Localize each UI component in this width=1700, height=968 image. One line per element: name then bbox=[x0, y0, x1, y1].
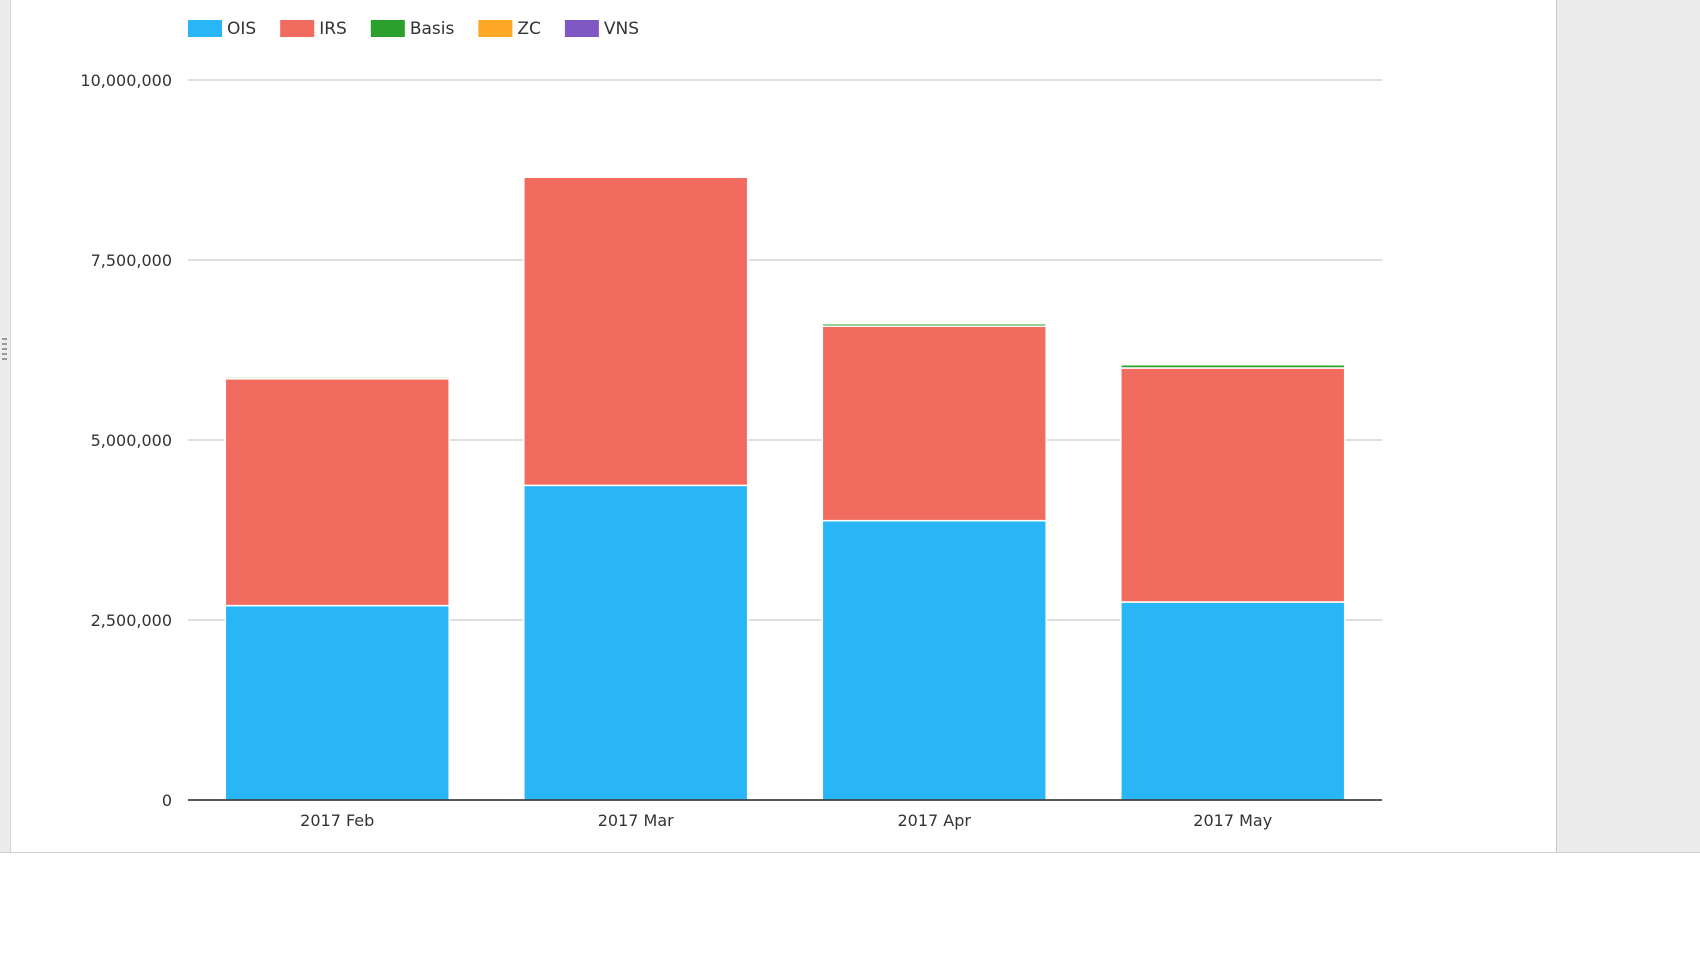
legend: OIS IRS Basis ZC VNS bbox=[188, 19, 639, 39]
bars bbox=[224, 174, 1346, 801]
bar-irs-2017-feb[interactable] bbox=[224, 378, 450, 607]
bar-zc-2017-mar[interactable] bbox=[523, 174, 749, 177]
bar-irs-2017-apr[interactable] bbox=[821, 325, 1047, 522]
legend-item-basis[interactable]: Basis bbox=[370, 19, 455, 39]
legend-item-ois[interactable]: OIS bbox=[188, 19, 256, 39]
x-tick-label: 2017 Apr bbox=[898, 811, 972, 830]
bar-ois-2017-may[interactable] bbox=[1120, 601, 1346, 801]
footer-text bbox=[0, 882, 1556, 896]
bar-zc-2017-apr[interactable] bbox=[821, 322, 1047, 325]
x-tick-label: 2017 Mar bbox=[598, 811, 674, 830]
legend-label: ZC bbox=[517, 19, 541, 39]
legend-swatch bbox=[478, 20, 513, 37]
bar-irs-2017-may[interactable] bbox=[1120, 367, 1346, 603]
y-tick-label: 7,500,000 bbox=[91, 251, 172, 270]
legend-swatch bbox=[564, 20, 599, 37]
legend-swatch bbox=[370, 20, 405, 37]
bottom-panel bbox=[0, 852, 1700, 968]
legend-label: OIS bbox=[227, 19, 256, 39]
legend-label: IRS bbox=[319, 19, 347, 39]
legend-swatch bbox=[188, 20, 222, 37]
bar-zc-2017-may[interactable] bbox=[1120, 363, 1346, 366]
legend-item-zc[interactable]: ZC bbox=[478, 19, 541, 39]
stacked-bar-chart: 0 2,500,000 5,000,000 7,500,000 10,000,000 2… bbox=[80, 19, 1382, 830]
x-tick-label: 2017 Feb bbox=[300, 811, 374, 830]
bar-irs-2017-mar[interactable] bbox=[523, 176, 749, 487]
y-tick-label: 10,000,000 bbox=[80, 71, 172, 90]
resize-grip-icon[interactable] bbox=[2, 338, 8, 372]
legend-label: VNS bbox=[604, 19, 639, 39]
bar-ois-2017-apr[interactable] bbox=[821, 519, 1047, 801]
legend-item-vns[interactable]: VNS bbox=[564, 19, 639, 39]
legend-label: Basis bbox=[410, 19, 455, 39]
bar-ois-2017-feb[interactable] bbox=[224, 604, 450, 801]
y-tick-label: 5,000,000 bbox=[91, 431, 172, 450]
left-panel-edge bbox=[0, 0, 11, 852]
legend-swatch bbox=[280, 20, 315, 37]
legend-item-irs[interactable]: IRS bbox=[280, 19, 347, 39]
x-axis: 2017 Feb 2017 Mar 2017 Apr 2017 May bbox=[188, 799, 1382, 830]
y-tick-label: 2,500,000 bbox=[91, 611, 172, 630]
x-tick-label: 2017 May bbox=[1193, 811, 1272, 830]
right-panel-edge bbox=[1556, 0, 1700, 860]
bar-zc-2017-feb[interactable] bbox=[224, 375, 450, 378]
y-axis: 0 2,500,000 5,000,000 7,500,000 10,000,000 bbox=[80, 71, 172, 810]
bar-ois-2017-mar[interactable] bbox=[523, 484, 749, 801]
y-tick-label: 0 bbox=[162, 791, 172, 810]
